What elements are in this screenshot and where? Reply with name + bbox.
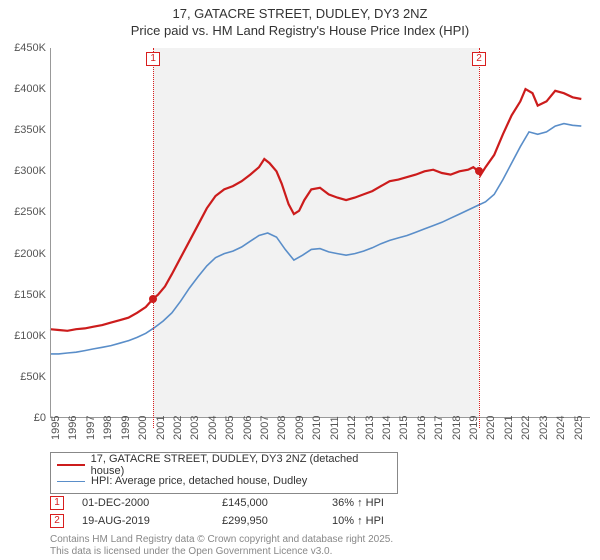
sales-row-price: £299,950: [222, 515, 332, 527]
y-tick-label: £350K: [2, 124, 46, 136]
title-block: 17, GATACRE STREET, DUDLEY, DY3 2NZ Pric…: [0, 0, 600, 38]
series-svg: [50, 48, 590, 418]
y-axis-line: [50, 48, 51, 418]
footnote: Contains HM Land Registry data © Crown c…: [50, 534, 393, 557]
sales-row-price: £145,000: [222, 497, 332, 509]
sale-dot: [475, 167, 483, 175]
x-tick-label: 2011: [329, 416, 341, 440]
x-tick-label: 2021: [503, 416, 515, 440]
series-price_paid: [50, 89, 581, 331]
sales-row-marker: 2: [50, 514, 64, 528]
x-tick-label: 2017: [433, 416, 445, 440]
title-line-1: 17, GATACRE STREET, DUDLEY, DY3 2NZ: [0, 6, 600, 21]
y-tick-label: £300K: [2, 165, 46, 177]
sales-row: 1 01-DEC-2000£145,00036% ↑ HPI: [50, 494, 452, 512]
x-tick-label: 1996: [67, 416, 79, 440]
sales-row-pct: 36% ↑ HPI: [332, 497, 452, 509]
legend-label: HPI: Average price, detached house, Dudl…: [91, 475, 307, 487]
sales-row-marker: 1: [50, 496, 64, 510]
y-tick-label: £250K: [2, 206, 46, 218]
x-tick-label: 1997: [85, 416, 97, 440]
y-tick-label: £0: [2, 412, 46, 424]
legend-swatch: [57, 481, 85, 482]
sales-row: 2 19-AUG-2019£299,95010% ↑ HPI: [50, 512, 452, 530]
x-tick-label: 2013: [364, 416, 376, 440]
x-tick-label: 2023: [538, 416, 550, 440]
legend-row: 17, GATACRE STREET, DUDLEY, DY3 2NZ (det…: [57, 457, 391, 473]
x-tick-label: 1998: [102, 416, 114, 440]
x-tick-label: 1995: [50, 416, 62, 440]
x-tick-label: 2024: [555, 416, 567, 440]
footnote-line-2: This data is licensed under the Open Gov…: [50, 546, 393, 558]
x-tick-label: 2012: [346, 416, 358, 440]
x-tick-label: 2016: [416, 416, 428, 440]
y-tick-label: £450K: [2, 42, 46, 54]
y-tick-label: £150K: [2, 289, 46, 301]
x-tick-label: 2020: [485, 416, 497, 440]
x-tick-label: 2014: [381, 416, 393, 440]
chart-container: 17, GATACRE STREET, DUDLEY, DY3 2NZ Pric…: [0, 0, 600, 560]
plot-area: £0£50K£100K£150K£200K£250K£300K£350K£400…: [50, 48, 590, 418]
x-tick-label: 2009: [294, 416, 306, 440]
x-tick-label: 2004: [207, 416, 219, 440]
sale-marker-line: [479, 48, 480, 428]
y-tick-label: £50K: [2, 371, 46, 383]
title-line-2: Price paid vs. HM Land Registry's House …: [0, 23, 600, 38]
y-tick-label: £200K: [2, 248, 46, 260]
sale-marker-line: [153, 48, 154, 428]
x-tick-label: 2007: [259, 416, 271, 440]
sales-row-date: 01-DEC-2000: [82, 497, 222, 509]
x-tick-label: 2018: [451, 416, 463, 440]
x-tick-label: 2000: [137, 416, 149, 440]
legend-swatch: [57, 464, 85, 466]
sale-dot: [149, 295, 157, 303]
x-tick-label: 2008: [276, 416, 288, 440]
x-tick-label: 2022: [520, 416, 532, 440]
y-tick-label: £100K: [2, 330, 46, 342]
sale-marker-box: 2: [472, 52, 486, 66]
x-tick-label: 2010: [311, 416, 323, 440]
y-tick-label: £400K: [2, 83, 46, 95]
footnote-line-1: Contains HM Land Registry data © Crown c…: [50, 534, 393, 546]
legend: 17, GATACRE STREET, DUDLEY, DY3 2NZ (det…: [50, 452, 398, 494]
sale-marker-box: 1: [146, 52, 160, 66]
x-tick-label: 2006: [242, 416, 254, 440]
x-tick-label: 1999: [120, 416, 132, 440]
x-tick-label: 2025: [573, 416, 585, 440]
sales-table: 1 01-DEC-2000£145,00036% ↑ HPI 2 19-AUG-201…: [50, 494, 452, 530]
x-tick-label: 2005: [224, 416, 236, 440]
x-tick-label: 2002: [172, 416, 184, 440]
sales-row-date: 19-AUG-2019: [82, 515, 222, 527]
legend-label: 17, GATACRE STREET, DUDLEY, DY3 2NZ (det…: [91, 453, 391, 477]
series-hpi: [50, 124, 581, 354]
x-tick-label: 2015: [398, 416, 410, 440]
sales-row-pct: 10% ↑ HPI: [332, 515, 452, 527]
x-tick-label: 2003: [189, 416, 201, 440]
x-tick-label: 2001: [155, 416, 167, 440]
